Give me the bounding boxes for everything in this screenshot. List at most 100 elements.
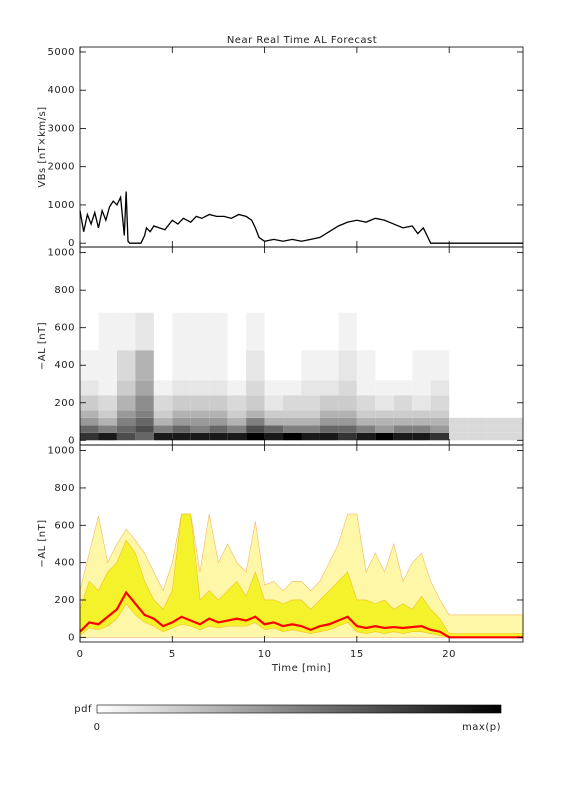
- pdf-cell: [338, 380, 357, 396]
- pdf-cell: [356, 350, 376, 381]
- colorbar: [96, 704, 502, 714]
- pdf-cell: [430, 425, 450, 433]
- pdf-cell: [172, 410, 191, 418]
- y-tick-label: 800: [54, 483, 75, 494]
- pdf-cell: [116, 410, 136, 418]
- colorbar-min: 0: [94, 722, 101, 733]
- pdf-cell: [153, 432, 173, 441]
- pdf-cell: [319, 410, 339, 418]
- pdf-cell: [430, 410, 450, 418]
- pdf-cell: [80, 410, 99, 418]
- pdf-cell: [356, 417, 376, 426]
- pdf-cell: [264, 395, 284, 411]
- pdf-cell: [116, 432, 136, 441]
- pdf-cell: [356, 410, 376, 418]
- pdf-cell: [153, 410, 173, 418]
- pdf-cell: [301, 417, 320, 426]
- pdf-cell: [486, 417, 505, 426]
- pdf-cell: [116, 380, 136, 396]
- pdf-cell: [449, 425, 468, 433]
- pdf-cell: [301, 432, 320, 441]
- pdf-cell: [172, 312, 191, 351]
- pdf-cell: [283, 380, 302, 396]
- pdf-cell: [264, 417, 284, 426]
- pdf-cell: [412, 380, 431, 396]
- pdf-cell: [116, 395, 136, 411]
- pdf-cell: [98, 395, 117, 411]
- y-tick-label: 200: [54, 398, 75, 409]
- pdf-cell: [319, 350, 339, 381]
- y-tick-label: 1000: [48, 248, 75, 259]
- pdf-cell: [430, 380, 450, 396]
- pdf-cell: [246, 395, 265, 411]
- pdf-cell: [246, 410, 265, 418]
- pdf-cell: [356, 395, 376, 411]
- pdf-cell: [283, 417, 302, 426]
- pdf-cell: [80, 417, 99, 426]
- x-tick-label: 15: [350, 649, 364, 660]
- pdf-cell: [356, 380, 376, 396]
- pdf-cell: [338, 350, 357, 381]
- x-tick-label: 0: [77, 649, 84, 660]
- pdf-cell: [98, 425, 117, 433]
- pdf-cell: [301, 425, 320, 433]
- plot-frame: [79, 46, 524, 248]
- y-tick-label: 200: [54, 595, 75, 606]
- pdf-cell: [190, 410, 210, 418]
- colorbar-max: max(p): [462, 722, 501, 733]
- vbs-line: [79, 191, 523, 244]
- pdf-cell: [209, 380, 228, 396]
- y-axis-title: −AL [nT]: [37, 322, 48, 370]
- pdf-cell: [80, 350, 99, 381]
- pdf-cell: [98, 312, 117, 351]
- pdf-cell: [393, 417, 413, 426]
- pdf-cell: [135, 432, 154, 441]
- chart-title: Near Real Time AL Forecast: [227, 35, 377, 46]
- pdf-cell: [135, 425, 154, 433]
- pdf-cell: [430, 432, 450, 441]
- pdf-cell: [412, 432, 431, 441]
- pdf-cell: [264, 432, 284, 441]
- pdf-cell: [319, 417, 339, 426]
- pdf-cell: [449, 417, 468, 426]
- pdf-cell: [246, 417, 265, 426]
- pdf-cell: [356, 432, 376, 441]
- pdf-cell: [172, 432, 191, 441]
- pdf-cell: [319, 380, 339, 396]
- pdf-cell: [135, 395, 154, 411]
- y-tick-label: 600: [54, 520, 75, 531]
- y-tick-label: 600: [54, 323, 75, 334]
- pdf-cell: [412, 425, 431, 433]
- pdf-cell: [264, 380, 284, 396]
- pdf-cell: [301, 380, 320, 396]
- pdf-cell: [375, 425, 394, 433]
- pdf-cell: [172, 350, 191, 381]
- pdf-cell: [135, 350, 154, 381]
- pdf-cell: [190, 395, 210, 411]
- y-tick-label: 1000: [48, 200, 75, 211]
- x-tick-label: 10: [258, 649, 272, 660]
- pdf-cell: [393, 380, 413, 396]
- pdf-cell: [227, 425, 247, 433]
- pdf-cell: [393, 410, 413, 418]
- y-tick-label: 800: [54, 285, 75, 296]
- pdf-cell: [338, 312, 357, 351]
- pdf-cell: [80, 380, 99, 396]
- pdf-cell: [209, 395, 228, 411]
- pdf-cell: [98, 350, 117, 381]
- pdf-cell: [227, 380, 247, 396]
- pdf-cell: [80, 425, 99, 433]
- pdf-cell: [190, 432, 210, 441]
- pdf-cell: [338, 410, 357, 418]
- pdf-cell: [301, 395, 320, 411]
- colorbar-label: pdf: [74, 704, 92, 715]
- pdf-cell: [430, 350, 450, 381]
- pdf-cell: [375, 395, 394, 411]
- pdf-cell: [246, 425, 265, 433]
- pdf-cell: [356, 425, 376, 433]
- x-axis-title: Time [min]: [271, 663, 331, 674]
- pdf-cell: [264, 410, 284, 418]
- pdf-cell: [80, 395, 99, 411]
- pdf-cell: [98, 432, 117, 441]
- pdf-cell: [301, 350, 320, 381]
